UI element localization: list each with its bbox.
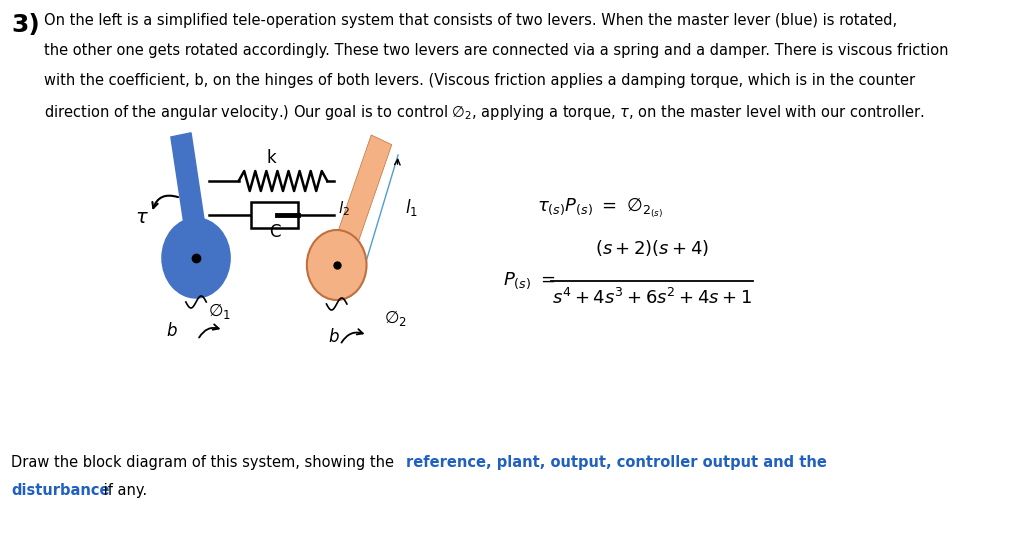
Text: $\tau_{(s)}P_{(s)}\ =\ \emptyset_{2_{(s)}}$: $\tau_{(s)}P_{(s)}\ =\ \emptyset_{2_{(s)…	[537, 196, 663, 220]
Text: C: C	[269, 223, 281, 241]
Bar	[252, 202, 298, 228]
Text: reference, plant, output, controller output and the: reference, plant, output, controller out…	[406, 455, 826, 470]
Text: 3): 3)	[11, 13, 40, 37]
Text: $(s + 2)(s + 4)$: $(s + 2)(s + 4)$	[595, 238, 710, 258]
Circle shape	[307, 230, 367, 300]
Text: b: b	[166, 322, 177, 340]
Text: $\emptyset_2$: $\emptyset_2$	[384, 308, 407, 328]
Text: $s^4 + 4s^3 + 6s^2 + 4s + 1$: $s^4 + 4s^3 + 6s^2 + 4s + 1$	[552, 288, 752, 308]
Text: the other one gets rotated accordingly. These two levers are connected via a spr: the other one gets rotated accordingly. …	[44, 43, 949, 58]
Text: $\tau$: $\tau$	[135, 208, 148, 227]
Text: $P_{(s)}\ =$: $P_{(s)}\ =$	[503, 271, 555, 291]
Text: On the left is a simplified tele-operation system that consists of two levers. W: On the left is a simplified tele-operati…	[44, 13, 897, 28]
Text: Draw the block diagram of this system, showing the: Draw the block diagram of this system, s…	[11, 455, 398, 470]
Text: if any.: if any.	[99, 483, 147, 498]
Text: b: b	[328, 328, 339, 346]
Polygon shape	[189, 225, 205, 258]
Text: $l_1$: $l_1$	[404, 197, 418, 218]
Text: $l_2$: $l_2$	[338, 199, 349, 218]
Polygon shape	[328, 135, 392, 270]
Text: k: k	[266, 149, 276, 167]
Text: disturbance: disturbance	[11, 483, 110, 498]
Text: with the coefficient, b, on the hinges of both levers. (Viscous friction applies: with the coefficient, b, on the hinges o…	[44, 73, 915, 88]
Text: $\emptyset_1$: $\emptyset_1$	[208, 301, 231, 321]
Circle shape	[162, 218, 230, 298]
Polygon shape	[171, 133, 210, 260]
Text: direction of the angular velocity.) Our goal is to control $\emptyset_2$, applyi: direction of the angular velocity.) Our …	[44, 103, 925, 122]
